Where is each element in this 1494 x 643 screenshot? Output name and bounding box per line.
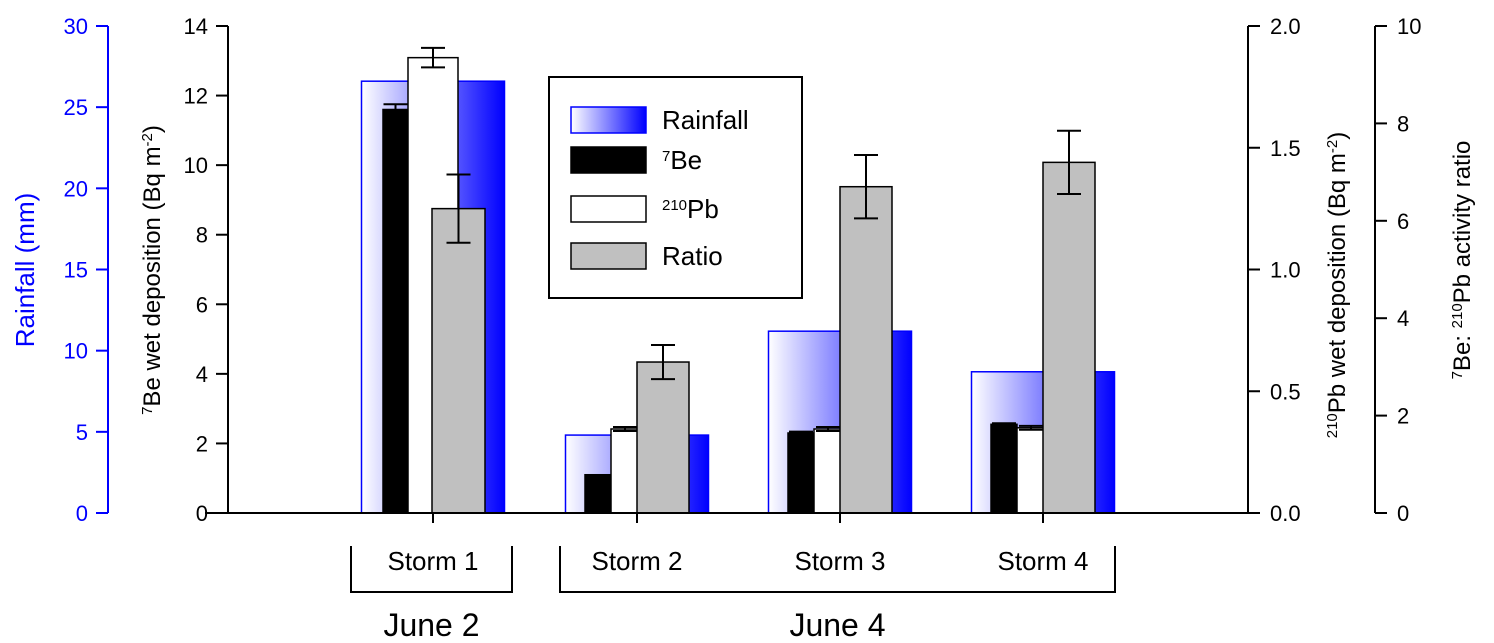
ratio-axis-tick-label: 0 — [1397, 501, 1409, 526]
legend-swatch — [570, 195, 647, 223]
group-label: June 2 — [383, 607, 479, 643]
ratio-axis-tick-label: 4 — [1397, 306, 1409, 331]
rainfall-axis-tick-label: 15 — [64, 258, 88, 283]
group-bracket — [350, 546, 513, 593]
be7-axis-tick-label: 10 — [184, 153, 208, 178]
rainfall-axis-tick-label: 0 — [76, 501, 88, 526]
x-tick-label: Storm 4 — [997, 546, 1088, 576]
legend-label: 7Be — [662, 145, 702, 175]
ratio-bar — [839, 185, 893, 514]
legend-label: Rainfall — [662, 105, 749, 135]
rainfall-axis-tick-label: 25 — [64, 95, 88, 120]
be7-bar — [382, 108, 409, 514]
x-tick-label: Storm 2 — [591, 546, 682, 576]
x-tick-label: Storm 3 — [794, 546, 885, 576]
be7-bar — [990, 423, 1018, 514]
pb210-axis-tick-label: 0.0 — [1270, 501, 1301, 526]
be7-bar — [787, 432, 815, 514]
ratio-axis-tick-label: 6 — [1397, 209, 1409, 234]
ratio-axis-title: 7Be: 210Pb activity ratio — [1449, 141, 1477, 380]
legend-swatch — [570, 242, 647, 270]
be7-bar — [584, 473, 612, 514]
be7-axis-tick-label: 8 — [196, 223, 208, 248]
be7-axis-tick-label: 6 — [196, 292, 208, 317]
be7-axis-tick-label: 2 — [196, 431, 208, 456]
legend: Rainfall 7Be 210Pb Ratio — [548, 76, 803, 299]
pb210-axis-title: 210Pb wet deposition (Bq m-2) — [1324, 132, 1352, 439]
pb210-bar — [610, 428, 640, 514]
be7-axis-tick-label: 12 — [184, 84, 208, 109]
rainfall-axis-tick-label: 10 — [64, 339, 88, 364]
rainfall-axis-tick-label: 20 — [64, 176, 88, 201]
pb210-axis-tick-label: 0.5 — [1270, 379, 1301, 404]
pb210-axis-tick-label: 2.0 — [1270, 14, 1301, 39]
ratio-bar — [1042, 161, 1096, 514]
pb210-bar — [813, 428, 843, 514]
ratio-axis-tick-label: 2 — [1397, 404, 1409, 429]
legend-label: Ratio — [662, 241, 723, 271]
group-bracket — [559, 546, 1116, 593]
pb210-axis-tick-label: 1.5 — [1270, 136, 1301, 161]
pb210-axis-tick-label: 1.0 — [1270, 258, 1301, 283]
x-tick-label: Storm 1 — [387, 546, 478, 576]
group-label: June 4 — [789, 607, 885, 643]
be7-axis-tick-label: 4 — [196, 362, 208, 387]
pb210-bar — [1016, 427, 1046, 514]
be7-axis-tick-label: 14 — [184, 14, 208, 39]
rainfall-axis-title: Rainfall (mm) — [10, 193, 40, 348]
rainfall-axis-tick-label: 5 — [76, 420, 88, 445]
ratio-bar — [431, 207, 486, 514]
legend-label: 210Pb — [662, 194, 719, 224]
legend-swatch — [570, 106, 647, 134]
ratio-bar — [636, 361, 690, 514]
be7-axis-tick-label: 0 — [196, 501, 208, 526]
legend-swatch — [570, 146, 647, 174]
be7-axis-title: 7Be wet deposition (Bq m-2) — [139, 125, 167, 415]
rainfall-axis-tick-label: 30 — [64, 14, 88, 39]
ratio-axis-tick-label: 10 — [1397, 14, 1421, 39]
ratio-axis-tick-label: 8 — [1397, 111, 1409, 136]
